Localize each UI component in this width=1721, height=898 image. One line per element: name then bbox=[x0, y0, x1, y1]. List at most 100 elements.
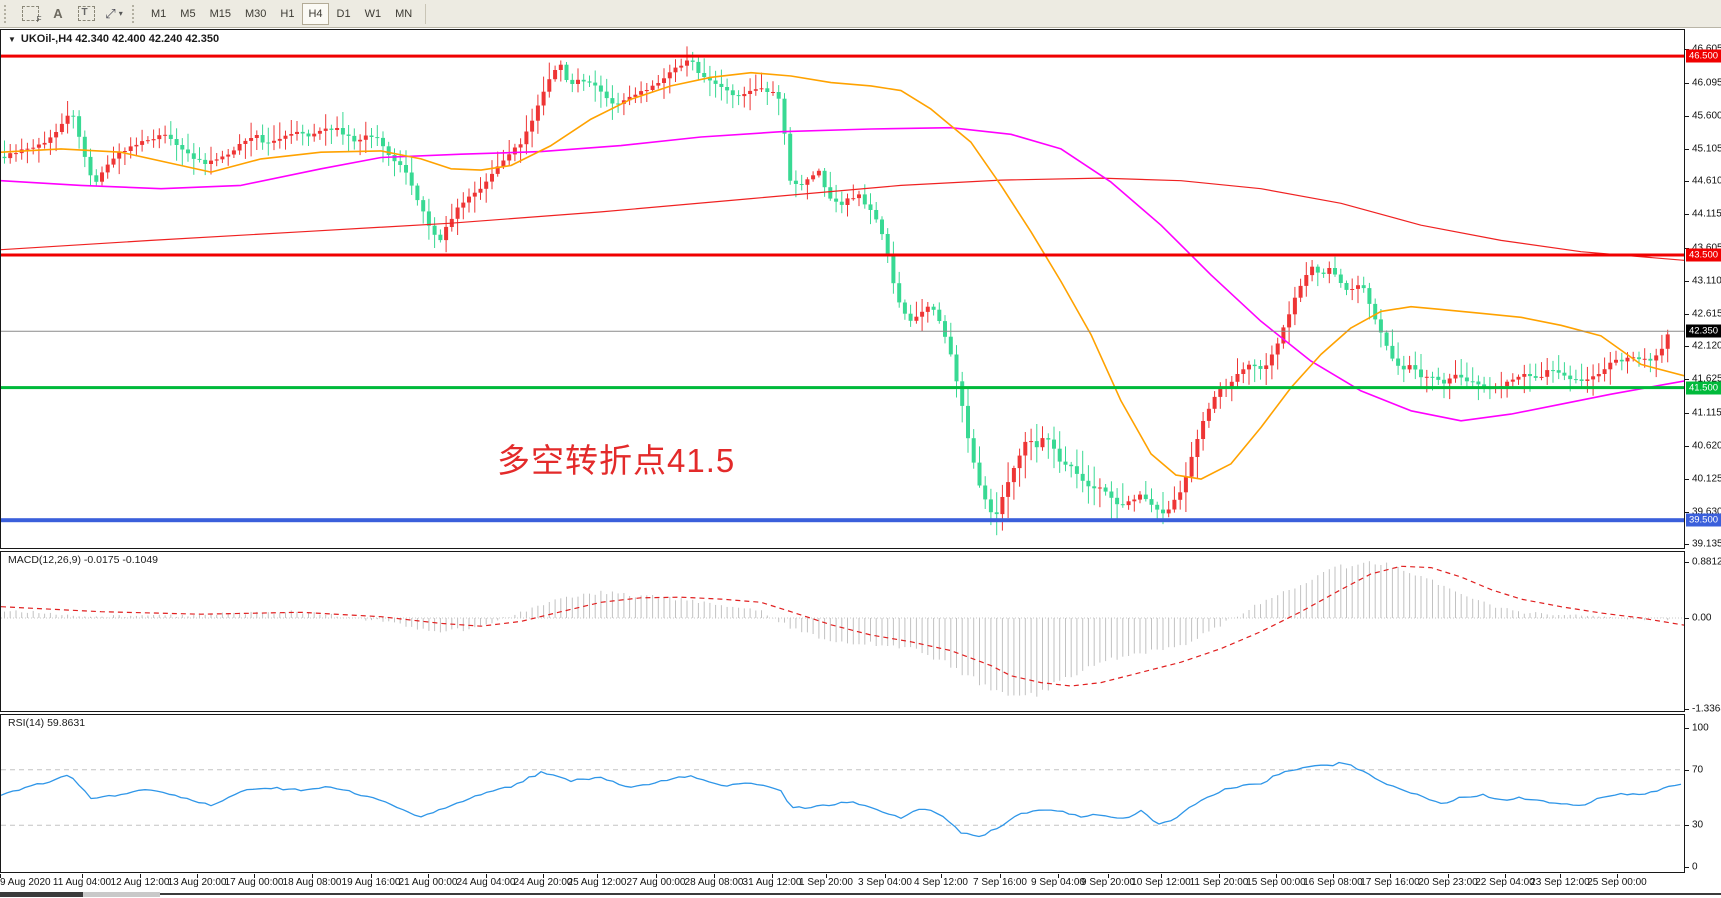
arrows-icon: ⤢ bbox=[105, 5, 116, 21]
time-axis-label: 23 Sep 12:00 bbox=[1530, 877, 1590, 888]
macd-canvas[interactable] bbox=[1, 552, 1684, 711]
time-axis-label: 10 Sep 12:00 bbox=[1131, 877, 1191, 888]
time-axis-tick bbox=[1505, 874, 1506, 878]
price-axis-label: 46.095 bbox=[1692, 77, 1721, 89]
time-axis-label: 9 Sep 04:00 bbox=[1031, 877, 1085, 888]
time-axis-tick bbox=[941, 874, 942, 878]
price-axis-label: 44.115 bbox=[1692, 208, 1721, 220]
main-chart-panel bbox=[0, 29, 1685, 549]
time-axis-tick bbox=[772, 874, 773, 878]
time-axis-label: 21 Aug 00:00 bbox=[398, 877, 458, 888]
price-axis-label: 40.125 bbox=[1692, 473, 1721, 485]
time-axis-tick bbox=[597, 874, 598, 878]
scrollbar-track-line bbox=[160, 893, 1721, 895]
time-axis-tick bbox=[82, 874, 83, 878]
axis-tick-mark bbox=[1685, 346, 1689, 347]
arrows-dropdown-caret[interactable]: ▾ bbox=[118, 9, 123, 18]
time-axis-label: 16 Sep 08:00 bbox=[1303, 877, 1363, 888]
axis-tick-mark bbox=[1685, 379, 1689, 380]
toolbar-grip[interactable] bbox=[132, 4, 138, 23]
time-axis-tick bbox=[1161, 874, 1162, 878]
time-axis-tick bbox=[1333, 874, 1334, 878]
axis-tick-mark bbox=[1685, 709, 1689, 710]
time-axis-label: 27 Aug 00:00 bbox=[626, 877, 686, 888]
time-axis-tick bbox=[140, 874, 141, 878]
axis-tick-mark bbox=[1685, 314, 1689, 315]
text-label-icon: T bbox=[77, 6, 95, 21]
toolbar-grip[interactable] bbox=[4, 4, 10, 23]
time-axis-label: 9 Sep 20:00 bbox=[1081, 877, 1135, 888]
time-axis-tick bbox=[371, 874, 372, 878]
time-axis-tick bbox=[1276, 874, 1277, 878]
price-axis-label: 44.610 bbox=[1692, 175, 1721, 187]
horizontal-scrollbar[interactable] bbox=[0, 891, 1721, 898]
timeframe-button-H1[interactable]: H1 bbox=[280, 7, 295, 20]
price-axis-label: 39.630 bbox=[1692, 506, 1721, 518]
macd-label: MACD(12,26,9) -0.0175 -0.1049 bbox=[8, 554, 158, 566]
time-axis-tick bbox=[885, 874, 886, 878]
time-axis-tick bbox=[1448, 874, 1449, 878]
time-axis-tick bbox=[1058, 874, 1059, 878]
timeframe-button-M30[interactable]: M30 bbox=[244, 7, 267, 20]
arrows-tool-button[interactable]: ⤢ ▾ bbox=[101, 2, 127, 26]
timeframe-button-M1[interactable]: M1 bbox=[151, 7, 167, 20]
timeframe-button-H4[interactable]: H4 bbox=[302, 2, 329, 25]
hline-price-label: 41.500 bbox=[1686, 381, 1721, 395]
hline-price-label: 46.500 bbox=[1686, 49, 1721, 63]
time-axis-label: 13 Aug 20:00 bbox=[167, 877, 227, 888]
rsi-panel bbox=[0, 714, 1685, 873]
hline-price-label: 43.500 bbox=[1686, 248, 1721, 262]
timeframe-button-M5[interactable]: M5 bbox=[180, 7, 196, 20]
price-axis-label: 40.620 bbox=[1692, 440, 1721, 452]
rsi-canvas[interactable] bbox=[1, 715, 1684, 872]
price-axis-label: 0.00 bbox=[1692, 612, 1712, 624]
axis-tick-mark bbox=[1685, 728, 1689, 729]
macd-panel bbox=[0, 551, 1685, 712]
axis-tick-mark bbox=[1685, 446, 1689, 447]
price-axis-label: 41.625 bbox=[1692, 373, 1721, 385]
price-axis-label: 100 bbox=[1692, 722, 1709, 734]
price-axis-label: 45.600 bbox=[1692, 110, 1721, 122]
time-axis-label: 11 Aug 04:00 bbox=[52, 877, 112, 888]
axis-tick-mark bbox=[1685, 181, 1689, 182]
time-axis-tick bbox=[826, 874, 827, 878]
axis-tick-mark bbox=[1685, 214, 1689, 215]
time-axis-label: 31 Aug 12:00 bbox=[742, 877, 802, 888]
chart-title: ▼ UKOil-,H4 42.340 42.400 42.240 42.350 bbox=[8, 33, 219, 45]
text-label-tool-button[interactable]: T bbox=[73, 2, 99, 26]
price-axis-label: 41.115 bbox=[1692, 407, 1721, 419]
main-chart-canvas[interactable] bbox=[1, 30, 1684, 548]
price-axis-label: 39.135 bbox=[1692, 538, 1721, 550]
axis-tick-mark bbox=[1685, 562, 1689, 563]
time-axis-tick bbox=[1617, 874, 1618, 878]
price-axis-label: 0 bbox=[1692, 861, 1698, 873]
time-axis-tick bbox=[486, 874, 487, 878]
scrollbar-thumb[interactable] bbox=[0, 892, 83, 897]
toolbar-separator bbox=[425, 3, 427, 24]
timeframe-button-M15[interactable]: M15 bbox=[209, 7, 231, 20]
timeframe-button-MN[interactable]: MN bbox=[395, 7, 413, 20]
price-axis-label: 46.605 bbox=[1692, 44, 1721, 55]
text-icon: A bbox=[53, 6, 63, 21]
price-axis-label: 0.8812 bbox=[1692, 556, 1721, 568]
price-axis-label: 45.105 bbox=[1692, 143, 1721, 155]
time-axis-label: 9 Aug 2020 bbox=[0, 877, 51, 888]
price-axis-label: 70 bbox=[1692, 764, 1704, 776]
time-axis-label: 11 Sep 20:00 bbox=[1189, 877, 1249, 888]
axis-tick-mark bbox=[1685, 281, 1689, 282]
timeframe-button-W1[interactable]: W1 bbox=[364, 7, 382, 20]
chart-title-dropdown-icon[interactable]: ▼ bbox=[8, 34, 16, 44]
price-axis-label: 30 bbox=[1692, 819, 1704, 831]
axis-tick-mark bbox=[1685, 770, 1689, 771]
time-axis-tick bbox=[1560, 874, 1561, 878]
annotation-text: 多空转折点41.5 bbox=[497, 442, 736, 479]
fibonacci-tool-button[interactable]: F bbox=[17, 2, 43, 26]
axis-tick-mark bbox=[1685, 83, 1689, 84]
text-tool-button[interactable]: A bbox=[45, 2, 71, 26]
price-axis-label: 42.120 bbox=[1692, 340, 1721, 352]
time-axis-label: 18 Aug 08:00 bbox=[282, 877, 342, 888]
time-axis-tick bbox=[254, 874, 255, 878]
axis-tick-mark bbox=[1685, 149, 1689, 150]
timeframe-button-D1[interactable]: D1 bbox=[336, 7, 351, 20]
